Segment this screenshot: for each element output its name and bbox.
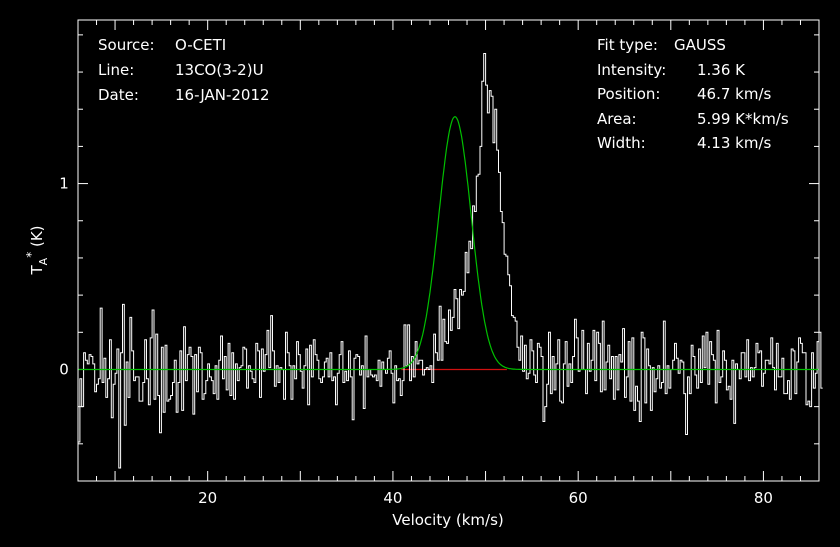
width-label: Width: [597,134,646,152]
y-tick-label: 1 [59,175,69,193]
x-tick-label: 20 [198,489,217,507]
header-right: Fit type: GAUSS Intensity: 1.36 K Positi… [597,36,789,152]
fit-type-value: GAUSS [674,36,726,54]
svg-text:TA* (K): TA* (K) [24,225,50,275]
source-label: Source: [98,36,155,54]
tick-layer: 20 40 60 80 0 1 [59,20,820,507]
y-axis-title-unit: (K) [28,225,46,251]
date-value: 16-JAN-2012 [175,86,270,104]
intensity-value: 1.36 K [697,61,746,79]
line-value: 13CO(3-2)U [175,61,264,79]
y-axis-title-sub: A [37,257,50,265]
intensity-label: Intensity: [597,61,666,79]
area-value: 5.99 K*km/s [697,110,789,128]
spectrum-series-line [78,53,823,469]
x-tick-label: 40 [383,489,402,507]
x-axis-title: Velocity (km/s) [392,511,503,529]
header-left: Source: O-CETI Line: 13CO(3-2)U Date: 16… [98,36,270,104]
y-tick-label: 0 [59,360,69,378]
date-label: Date: [98,86,139,104]
x-tick-label: 80 [754,489,773,507]
fit-type-label: Fit type: [597,36,658,54]
width-value: 4.13 km/s [697,134,772,152]
gaussian-fit-line [78,116,819,371]
position-value: 46.7 km/s [697,85,772,103]
position-label: Position: [597,85,660,103]
plot-frame [77,19,820,482]
line-label: Line: [98,61,134,79]
x-tick-label: 60 [569,489,588,507]
y-axis-title: TA* (K) [24,225,50,275]
y-axis-title-t: T [28,265,46,276]
area-label: Area: [597,110,637,128]
y-axis-title-sup: * [24,252,38,258]
source-value: O-CETI [175,36,226,54]
